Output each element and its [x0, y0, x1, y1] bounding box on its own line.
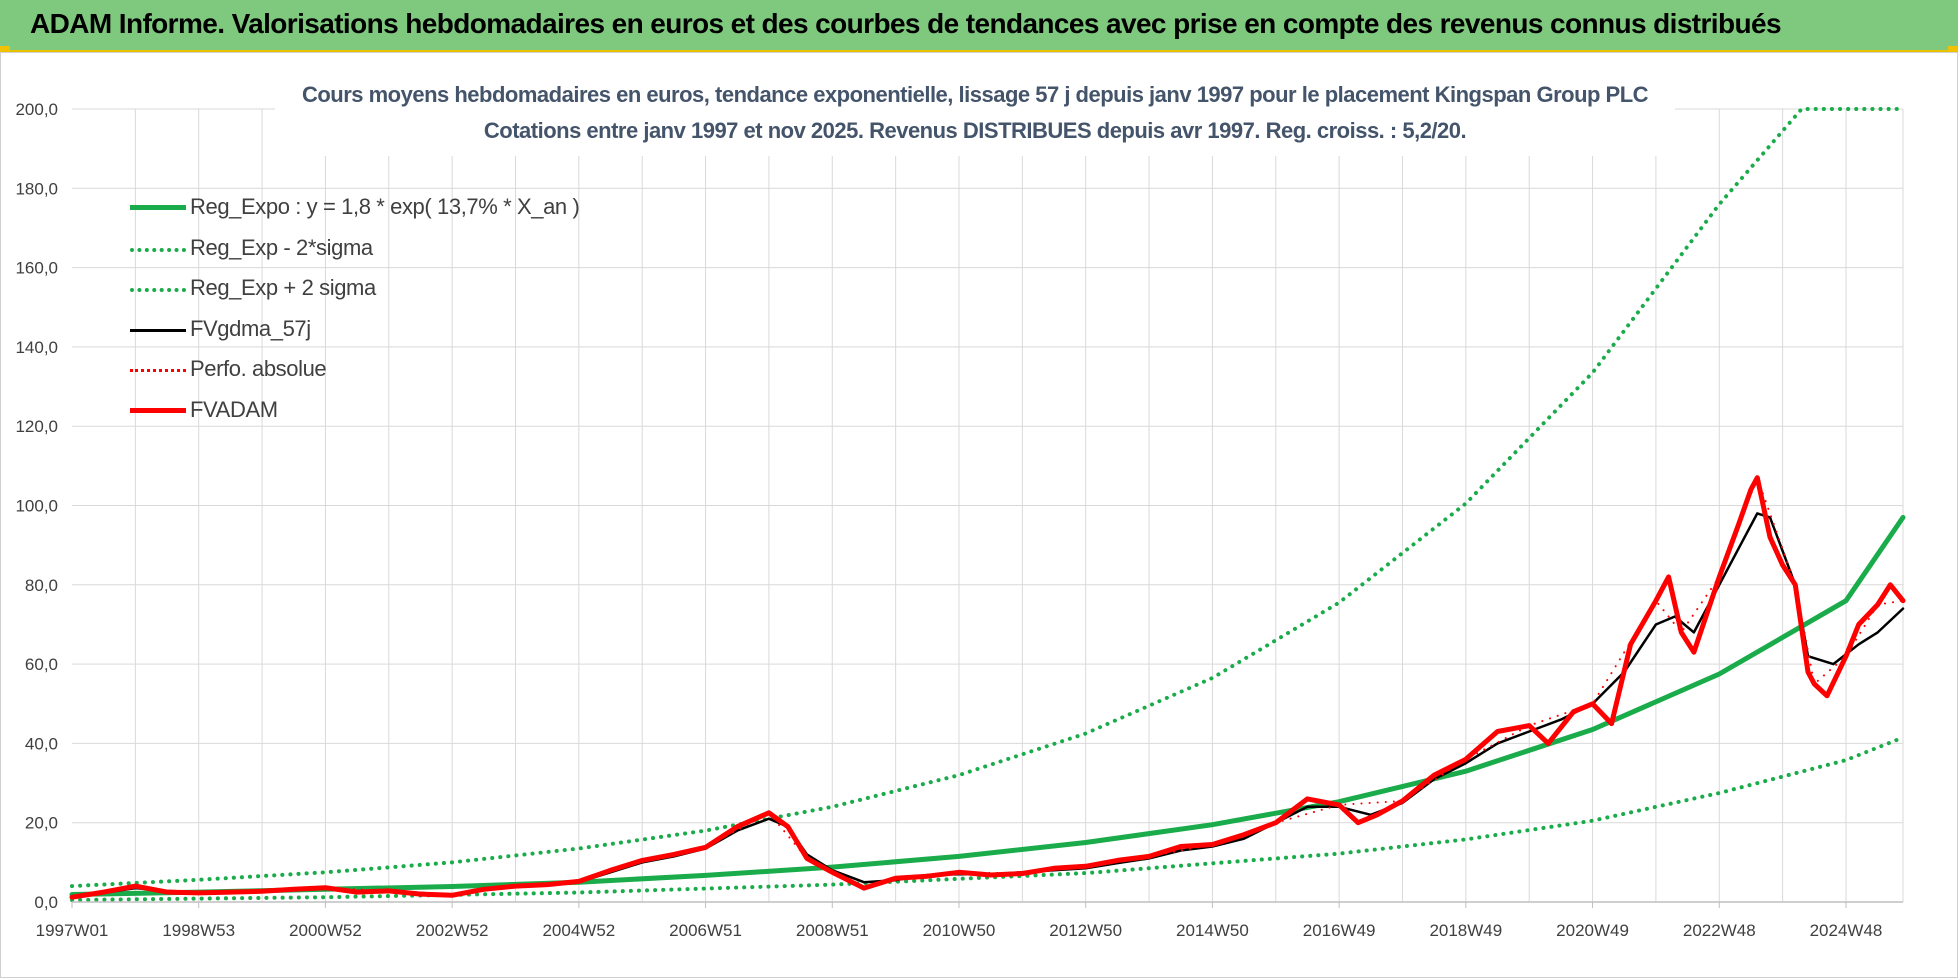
- series-line-reg-exp-minus: [70, 735, 1905, 902]
- legend-label-reg-exp-minus: Reg_Exp - 2*sigma: [190, 234, 373, 260]
- legend-label-perfo: Perfo. absolue: [190, 356, 327, 381]
- y-tick-label: 40,0: [25, 734, 58, 753]
- legend-swatch-fvadam: [130, 407, 186, 413]
- x-tick-label: 2016W49: [1303, 921, 1376, 940]
- legend-label-reg-exp-plus: Reg_Exp + 2 sigma: [190, 275, 376, 300]
- x-tick-label: 1997W01: [36, 921, 109, 940]
- legend-swatch-fvgdma: [130, 328, 186, 332]
- chart-title-background: [275, 78, 1675, 156]
- x-tick-label: 2004W52: [542, 921, 615, 940]
- y-tick-label: 120,0: [15, 417, 58, 436]
- legend-swatch-reg-expo: [130, 205, 186, 210]
- x-tick-label: 2012W50: [1049, 921, 1122, 940]
- x-tick-label: 2014W50: [1176, 921, 1249, 940]
- y-tick-label: 60,0: [25, 655, 58, 674]
- legend-swatch-reg-exp-minus: [130, 247, 186, 252]
- chart-title: Cours moyens hebdomadaires en euros, ten…: [301, 82, 1649, 107]
- series-line-reg-exp-plus: [70, 107, 1905, 889]
- legend-label-fvgdma: FVgdma_57j: [190, 315, 311, 341]
- y-tick-label: 20,0: [25, 814, 58, 833]
- chart-subtitle: Cotations entre janv 1997 et nov 2025. R…: [483, 118, 1467, 143]
- y-tick-label: 140,0: [15, 338, 58, 357]
- legend-swatch-perfo: [130, 369, 186, 372]
- chart-series: [69, 107, 1906, 902]
- x-tick-label: 1998W53: [162, 921, 235, 940]
- x-tick-label: 2002W52: [416, 921, 489, 940]
- x-tick-label: 2024W48: [1810, 921, 1883, 940]
- chart-grid: [72, 108, 1904, 903]
- y-tick-label: 100,0: [15, 497, 58, 516]
- y-tick-label: 0,0: [34, 893, 58, 912]
- legend-label-fvadam: FVADAM: [190, 396, 278, 422]
- y-tick-label: 80,0: [25, 576, 58, 595]
- chart-axes: 0,0 20,0 40,0 60,0 80,0 100,0 120,0 140,0 160,0 1…: [15, 100, 1903, 940]
- x-tick-label: 2006W51: [669, 921, 742, 940]
- x-tick-label: 2000W52: [289, 921, 362, 940]
- series-line-fvadam: [69, 475, 1906, 900]
- banner-corner-right: [1948, 46, 1958, 52]
- legend-label-reg-expo: Reg_Expo : y = 1,8 * exp( 13,7% * X_an ): [190, 194, 580, 219]
- x-tick-label: 2018W49: [1429, 921, 1502, 940]
- y-tick-label: 200,0: [15, 100, 58, 119]
- y-tick-label: 160,0: [15, 259, 58, 278]
- legend-swatch-reg-exp-plus: [130, 288, 186, 292]
- series-line-perfo: [71, 476, 1904, 899]
- report-banner: ADAM Informe. Valorisations hebdomadaire…: [0, 0, 1958, 52]
- x-tick-label: 2010W50: [923, 921, 996, 940]
- series-line-fvgdma: [70, 512, 1905, 898]
- y-tick-label: 180,0: [15, 179, 58, 198]
- x-tick-label: 2008W51: [796, 921, 869, 940]
- series-line-reg-expo: [69, 514, 1906, 897]
- x-tick-label: 2020W49: [1556, 921, 1629, 940]
- report-title: ADAM Informe. Valorisations hebdomadaire…: [30, 8, 1782, 39]
- x-tick-label: 2022W48: [1683, 921, 1756, 940]
- banner-corner-left: [0, 46, 10, 52]
